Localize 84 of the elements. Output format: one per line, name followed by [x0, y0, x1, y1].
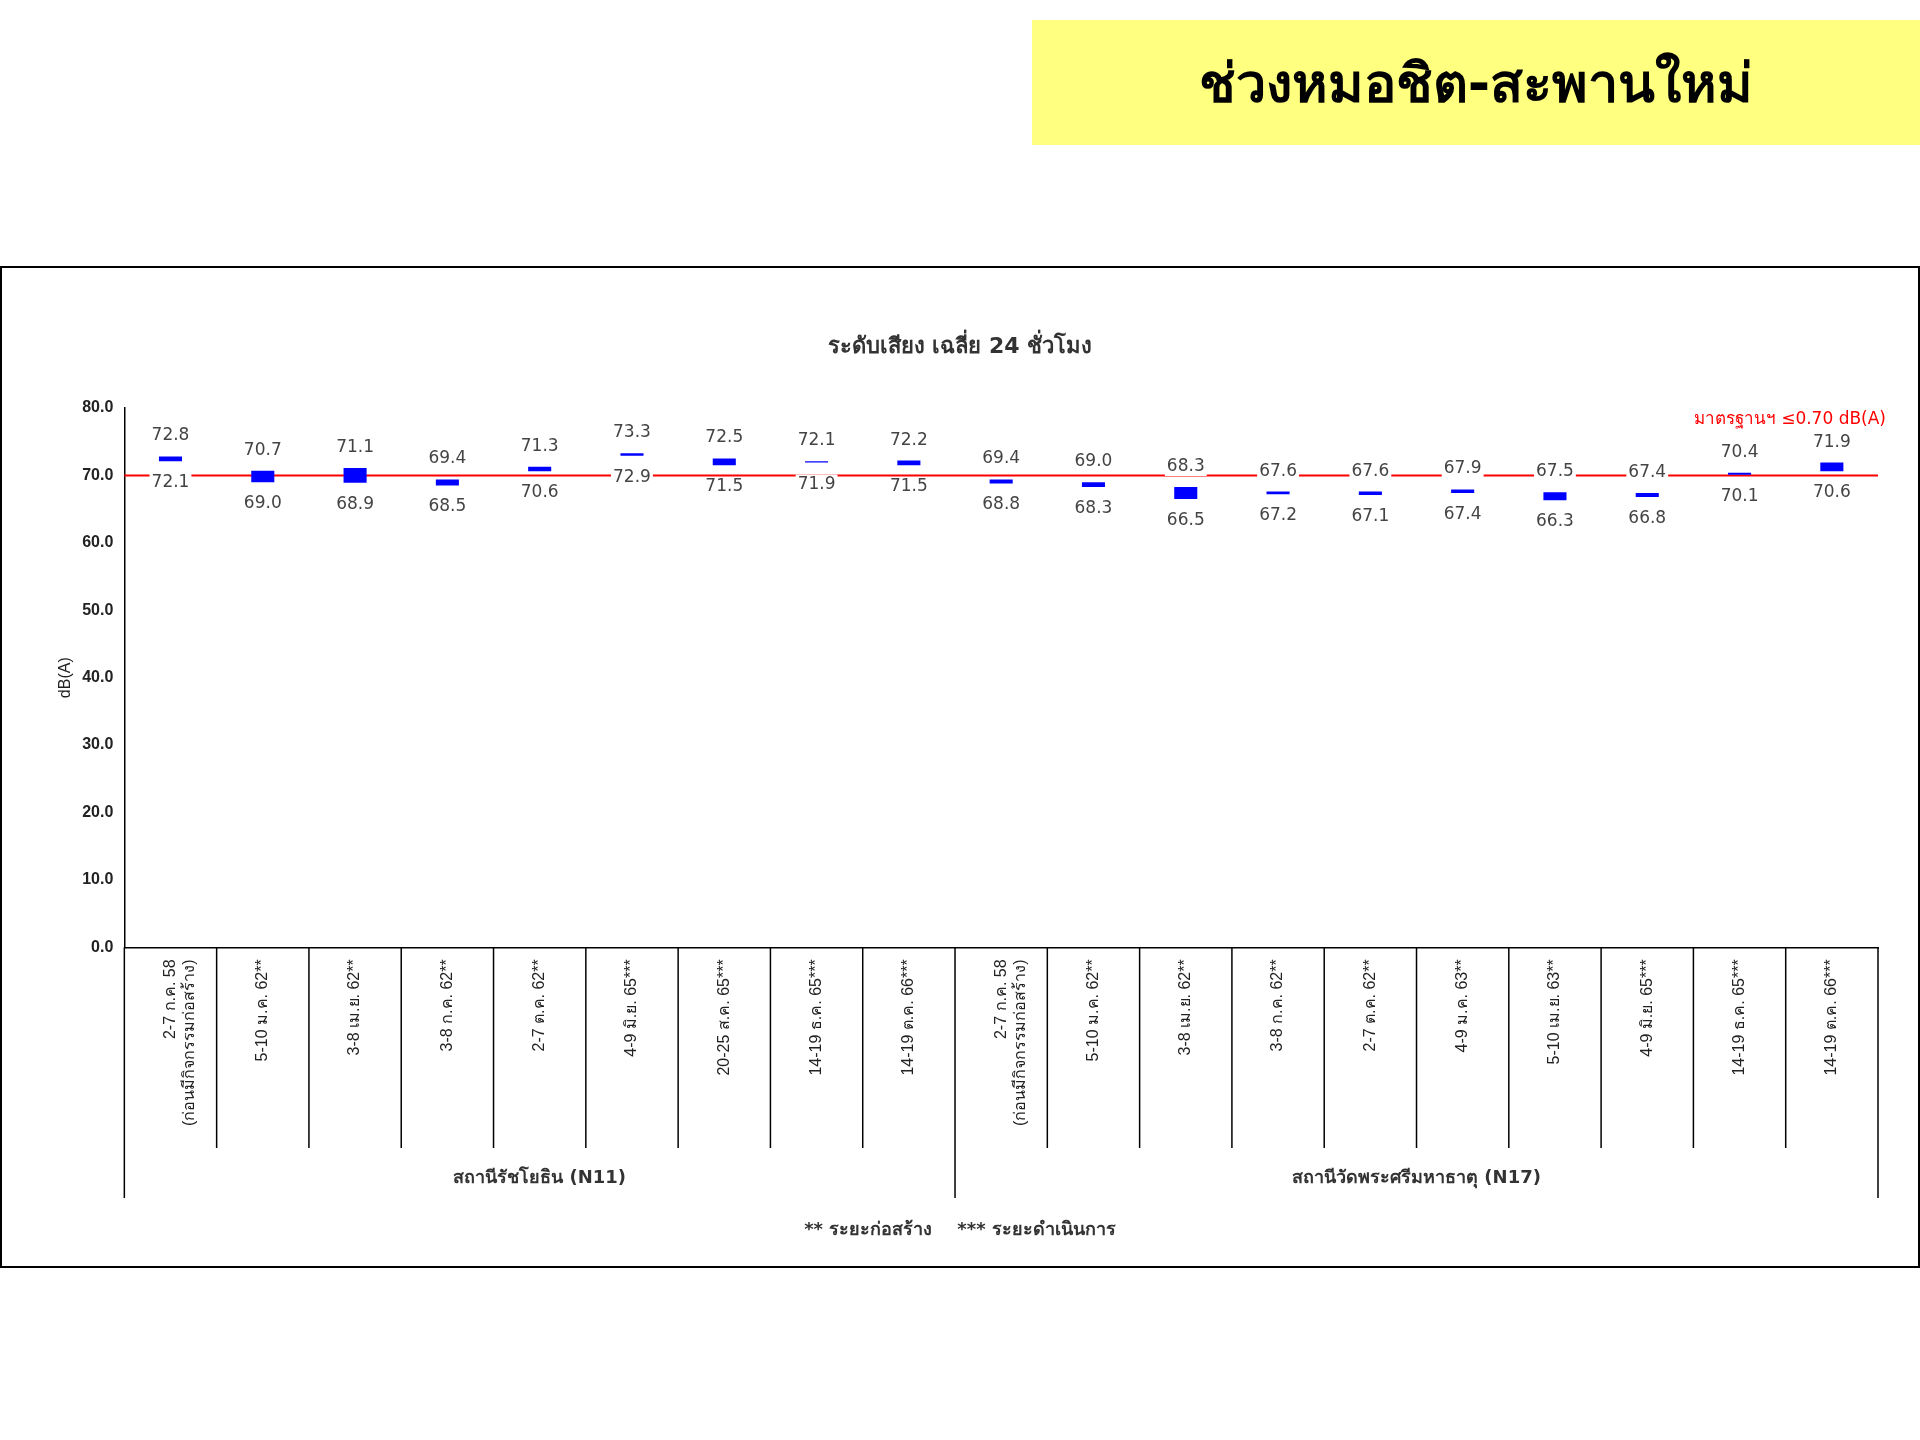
annotation: 67.2 — [1259, 504, 1297, 525]
bar — [343, 468, 367, 483]
y-tick-label: 80.0 — [82, 398, 114, 416]
annotation: 67.5 — [1536, 460, 1574, 481]
ref-line-label: มาตรฐานฯ ≤0.70 dB(A) — [1693, 407, 1886, 429]
annotation: 68.5 — [428, 495, 467, 516]
annotation: 70.6 — [1812, 481, 1851, 502]
bar — [620, 453, 644, 456]
annotation: 69.4 — [428, 447, 467, 468]
annotation: 67.9 — [1443, 457, 1482, 478]
x-tick-label: 2-7 ก.ค. 58 (ก่อนมีกิจกรรมก่อสร้าง) — [160, 959, 198, 1126]
x-tick-label: 4-9 มิ.ย. 65*** — [1637, 959, 1655, 1057]
annotation: 69.4 — [982, 447, 1021, 468]
annotation: 70.7 — [243, 438, 282, 459]
x-tick-label: 14-19 ต.ค. 66*** — [899, 959, 917, 1076]
annotation: 72.2 — [889, 428, 928, 449]
annotation: 66.3 — [1536, 510, 1574, 531]
y-tick-label: 50.0 — [82, 600, 114, 618]
annotation: 71.1 — [336, 435, 375, 456]
annotation: 72.9 — [613, 465, 651, 486]
bar — [989, 479, 1013, 484]
annotation: 69.0 — [243, 492, 282, 513]
x-tick-label: 2-7 ก.ค. 58 (ก่อนมีกิจกรรมก่อสร้าง) — [991, 959, 1028, 1126]
x-tick-label: 5-10 ม.ค. 62** — [253, 959, 271, 1062]
y-tick-label: 0.0 — [91, 937, 114, 955]
annotation: 71.5 — [889, 475, 928, 496]
x-tick-label: 5-10 เม.ย. 63** — [1545, 959, 1563, 1065]
annotation: 67.6 — [1351, 459, 1390, 480]
text: สถานีรัชโยธิน (N11) — [453, 1165, 627, 1187]
annotation: 67.4 — [1443, 502, 1482, 523]
bar — [1820, 462, 1844, 472]
annotation: 72.5 — [705, 426, 744, 447]
bar — [251, 470, 275, 483]
annotation: 72.1 — [151, 471, 190, 492]
y-tick-label: 60.0 — [82, 533, 114, 551]
x-tick-label: 2-7 ต.ค. 62** — [1360, 959, 1378, 1052]
x-tick-label: 3-8 เม.ย. 62** — [345, 959, 363, 1056]
y-tick-label: 10.0 — [82, 870, 114, 888]
bar — [1081, 482, 1106, 487]
annotation: 69.0 — [1074, 450, 1113, 471]
x-tick-label: 3-8 ก.ค. 62** — [437, 959, 455, 1052]
bar — [1543, 492, 1567, 501]
chart-title: ช่วงหมอชิต-สะพานใหม่ — [1032, 20, 1920, 145]
annotation: 71.9 — [797, 472, 836, 493]
y-tick-label: 70.0 — [82, 465, 114, 483]
x-tick-label: 14-19 ธ.ค. 65*** — [806, 959, 824, 1076]
bar — [1728, 472, 1752, 475]
x-tick-label: 2-7 ต.ค. 62** — [530, 959, 548, 1052]
x-tick-label: 3-8 เม.ย. 62** — [1176, 959, 1194, 1056]
annotation: 66.5 — [1166, 508, 1205, 529]
annotation: 72.8 — [151, 424, 190, 445]
annotation: 70.4 — [1720, 440, 1759, 461]
bar — [435, 479, 459, 486]
x-tick-label: 5-10 ม.ค. 62** — [1083, 959, 1101, 1062]
annotation: 71.9 — [1812, 430, 1851, 451]
annotation: 73.3 — [613, 421, 651, 442]
annotation: 68.8 — [982, 493, 1021, 514]
annotation: 67.4 — [1628, 460, 1667, 481]
annotation: 66.8 — [1628, 506, 1667, 527]
y-tick-label: 20.0 — [82, 802, 114, 820]
x-tick-label: 20-25 ส.ค. 65*** — [714, 959, 732, 1076]
x-tick-label: 4-9 ม.ค. 63** — [1453, 959, 1471, 1053]
annotation: 67.6 — [1259, 459, 1297, 480]
x-tick-label: 14-19 ธ.ค. 65*** — [1729, 959, 1747, 1076]
annotation: 71.3 — [520, 434, 559, 455]
x-tick-label: 3-8 ก.ค. 62** — [1268, 959, 1286, 1052]
x-tick-label: 14-19 ต.ค. 66*** — [1822, 959, 1840, 1076]
annotation: 68.3 — [1074, 496, 1113, 517]
y-tick-label: 30.0 — [82, 735, 114, 753]
text: สถานีวัดพระศรีมหาธาตุ (N17) — [1292, 1165, 1541, 1189]
annotation: 71.5 — [705, 475, 744, 496]
annotation: 72.1 — [797, 429, 836, 450]
y-tick-label: 40.0 — [82, 668, 114, 686]
bar — [1174, 486, 1198, 500]
annotation: 70.1 — [1720, 484, 1759, 505]
bar — [1635, 492, 1659, 497]
annotation: 67.1 — [1351, 504, 1390, 525]
y-axis-title: dB(A) — [56, 657, 74, 699]
annotation: 70.6 — [520, 481, 559, 502]
text: ** ระยะก่อสร้าง *** ระยะดำเนินการ — [803, 1217, 1117, 1241]
chart-subtitle: ระดับเสียง เฉลี่ย 24 ชั่วโมง — [826, 328, 1094, 360]
x-tick-label: 4-9 มิ.ย. 65*** — [622, 959, 640, 1057]
annotation: 68.3 — [1166, 454, 1205, 475]
annotation: 68.9 — [336, 492, 375, 513]
